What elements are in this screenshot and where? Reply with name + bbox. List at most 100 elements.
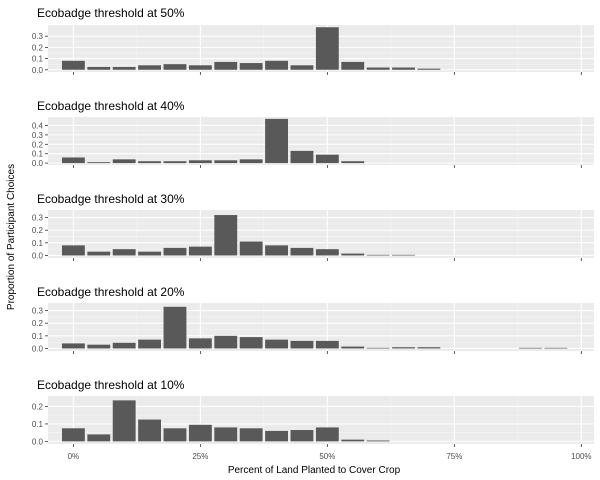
bar [87, 251, 111, 256]
panel: Ecobadge threshold at 20% 0.0 0.1 0.2 0.3 [32, 285, 594, 354]
bar [61, 428, 85, 442]
x-axis-title: Percent of Land Planted to Cover Crop [228, 465, 401, 476]
bar [61, 157, 85, 164]
x-tick-label: 0% [68, 452, 80, 461]
bar [417, 68, 441, 70]
bar [163, 64, 187, 70]
bar [417, 347, 441, 349]
bar [112, 400, 136, 442]
x-tick-label: 25% [192, 452, 208, 461]
y-tick-label: 0.0 [32, 66, 44, 75]
bar [112, 249, 136, 256]
bar [290, 247, 314, 256]
bar [214, 335, 238, 349]
bar [188, 160, 212, 164]
bar [519, 347, 542, 349]
panel: Ecobadge threshold at 50% 0.0 0.1 0.2 0.3 [32, 6, 594, 75]
y-tick-label: 0.1 [32, 332, 44, 341]
bar [138, 161, 162, 164]
bar [61, 343, 85, 349]
bar [341, 346, 365, 349]
bar [290, 340, 314, 349]
bar [188, 424, 212, 442]
bar [290, 150, 314, 164]
bar [392, 347, 415, 349]
bar [265, 60, 288, 70]
bar [290, 65, 314, 70]
y-tick-label: 0.3 [32, 307, 44, 316]
bar [188, 246, 212, 256]
bar [138, 251, 162, 256]
panel-title: Ecobadge threshold at 10% [37, 378, 185, 392]
bar [366, 67, 390, 70]
bar [87, 344, 111, 349]
bar [315, 154, 339, 164]
bar [188, 338, 212, 349]
bar [214, 160, 238, 164]
y-tick-label: 0.0 [32, 344, 44, 353]
bar [61, 60, 85, 70]
bar [315, 27, 339, 70]
y-tick-label: 0.1 [32, 55, 44, 64]
bar [188, 65, 212, 70]
bar [163, 306, 187, 349]
bar [112, 342, 136, 349]
panel: Ecobadge threshold at 30% 0.0 0.1 0.2 0.3 [32, 192, 594, 261]
bar [214, 215, 238, 256]
bar [239, 337, 263, 349]
y-tick-label: 0.0 [32, 251, 44, 260]
y-tick-label: 0.1 [32, 420, 44, 429]
bar [87, 434, 111, 442]
bar [544, 347, 568, 349]
bar [239, 159, 263, 164]
bar [163, 161, 187, 164]
y-tick-label: 0.3 [32, 214, 44, 223]
y-tick-label: 0.2 [32, 140, 44, 149]
bar [112, 66, 136, 70]
bar [138, 419, 162, 442]
bar [214, 427, 238, 442]
bar [392, 67, 415, 70]
y-tick-label: 0.3 [32, 32, 44, 41]
panel-title: Ecobadge threshold at 40% [37, 99, 185, 113]
y-tick-label: 0.2 [32, 319, 44, 328]
bar [87, 162, 111, 164]
bar [61, 245, 85, 256]
bar [265, 430, 288, 442]
y-tick-label: 0.0 [32, 159, 44, 168]
bar [214, 61, 238, 70]
bar [138, 339, 162, 349]
y-tick-label: 0.2 [32, 43, 44, 52]
bar [341, 253, 365, 256]
bar [265, 245, 288, 256]
bar [341, 439, 365, 442]
bar [392, 254, 415, 256]
bar [315, 340, 339, 349]
bar [366, 440, 390, 442]
bar [239, 63, 263, 70]
bar [341, 61, 365, 70]
bar [239, 241, 263, 256]
y-tick-label: 0.4 [32, 121, 44, 130]
bar [87, 66, 111, 70]
x-tick-label: 75% [446, 452, 462, 461]
y-tick-label: 0.1 [32, 239, 44, 248]
bar [315, 427, 339, 442]
bar [163, 428, 187, 442]
y-tick-label: 0.2 [32, 402, 44, 411]
x-tick-label: 100% [571, 452, 591, 461]
bar [265, 118, 288, 164]
x-tick-label: 50% [319, 452, 335, 461]
bar [138, 65, 162, 70]
bar [239, 428, 263, 442]
panel-title: Ecobadge threshold at 30% [37, 192, 185, 206]
y-tick-label: 0.1 [32, 150, 44, 159]
y-tick-label: 0.2 [32, 226, 44, 235]
y-tick-label: 0.3 [32, 131, 44, 140]
panel-title: Ecobadge threshold at 20% [37, 285, 185, 299]
panel-title: Ecobadge threshold at 50% [37, 6, 185, 20]
bar [341, 161, 365, 164]
panel: Ecobadge threshold at 10% 0.0 0.1 0.2 [32, 378, 594, 447]
bar [265, 339, 288, 349]
